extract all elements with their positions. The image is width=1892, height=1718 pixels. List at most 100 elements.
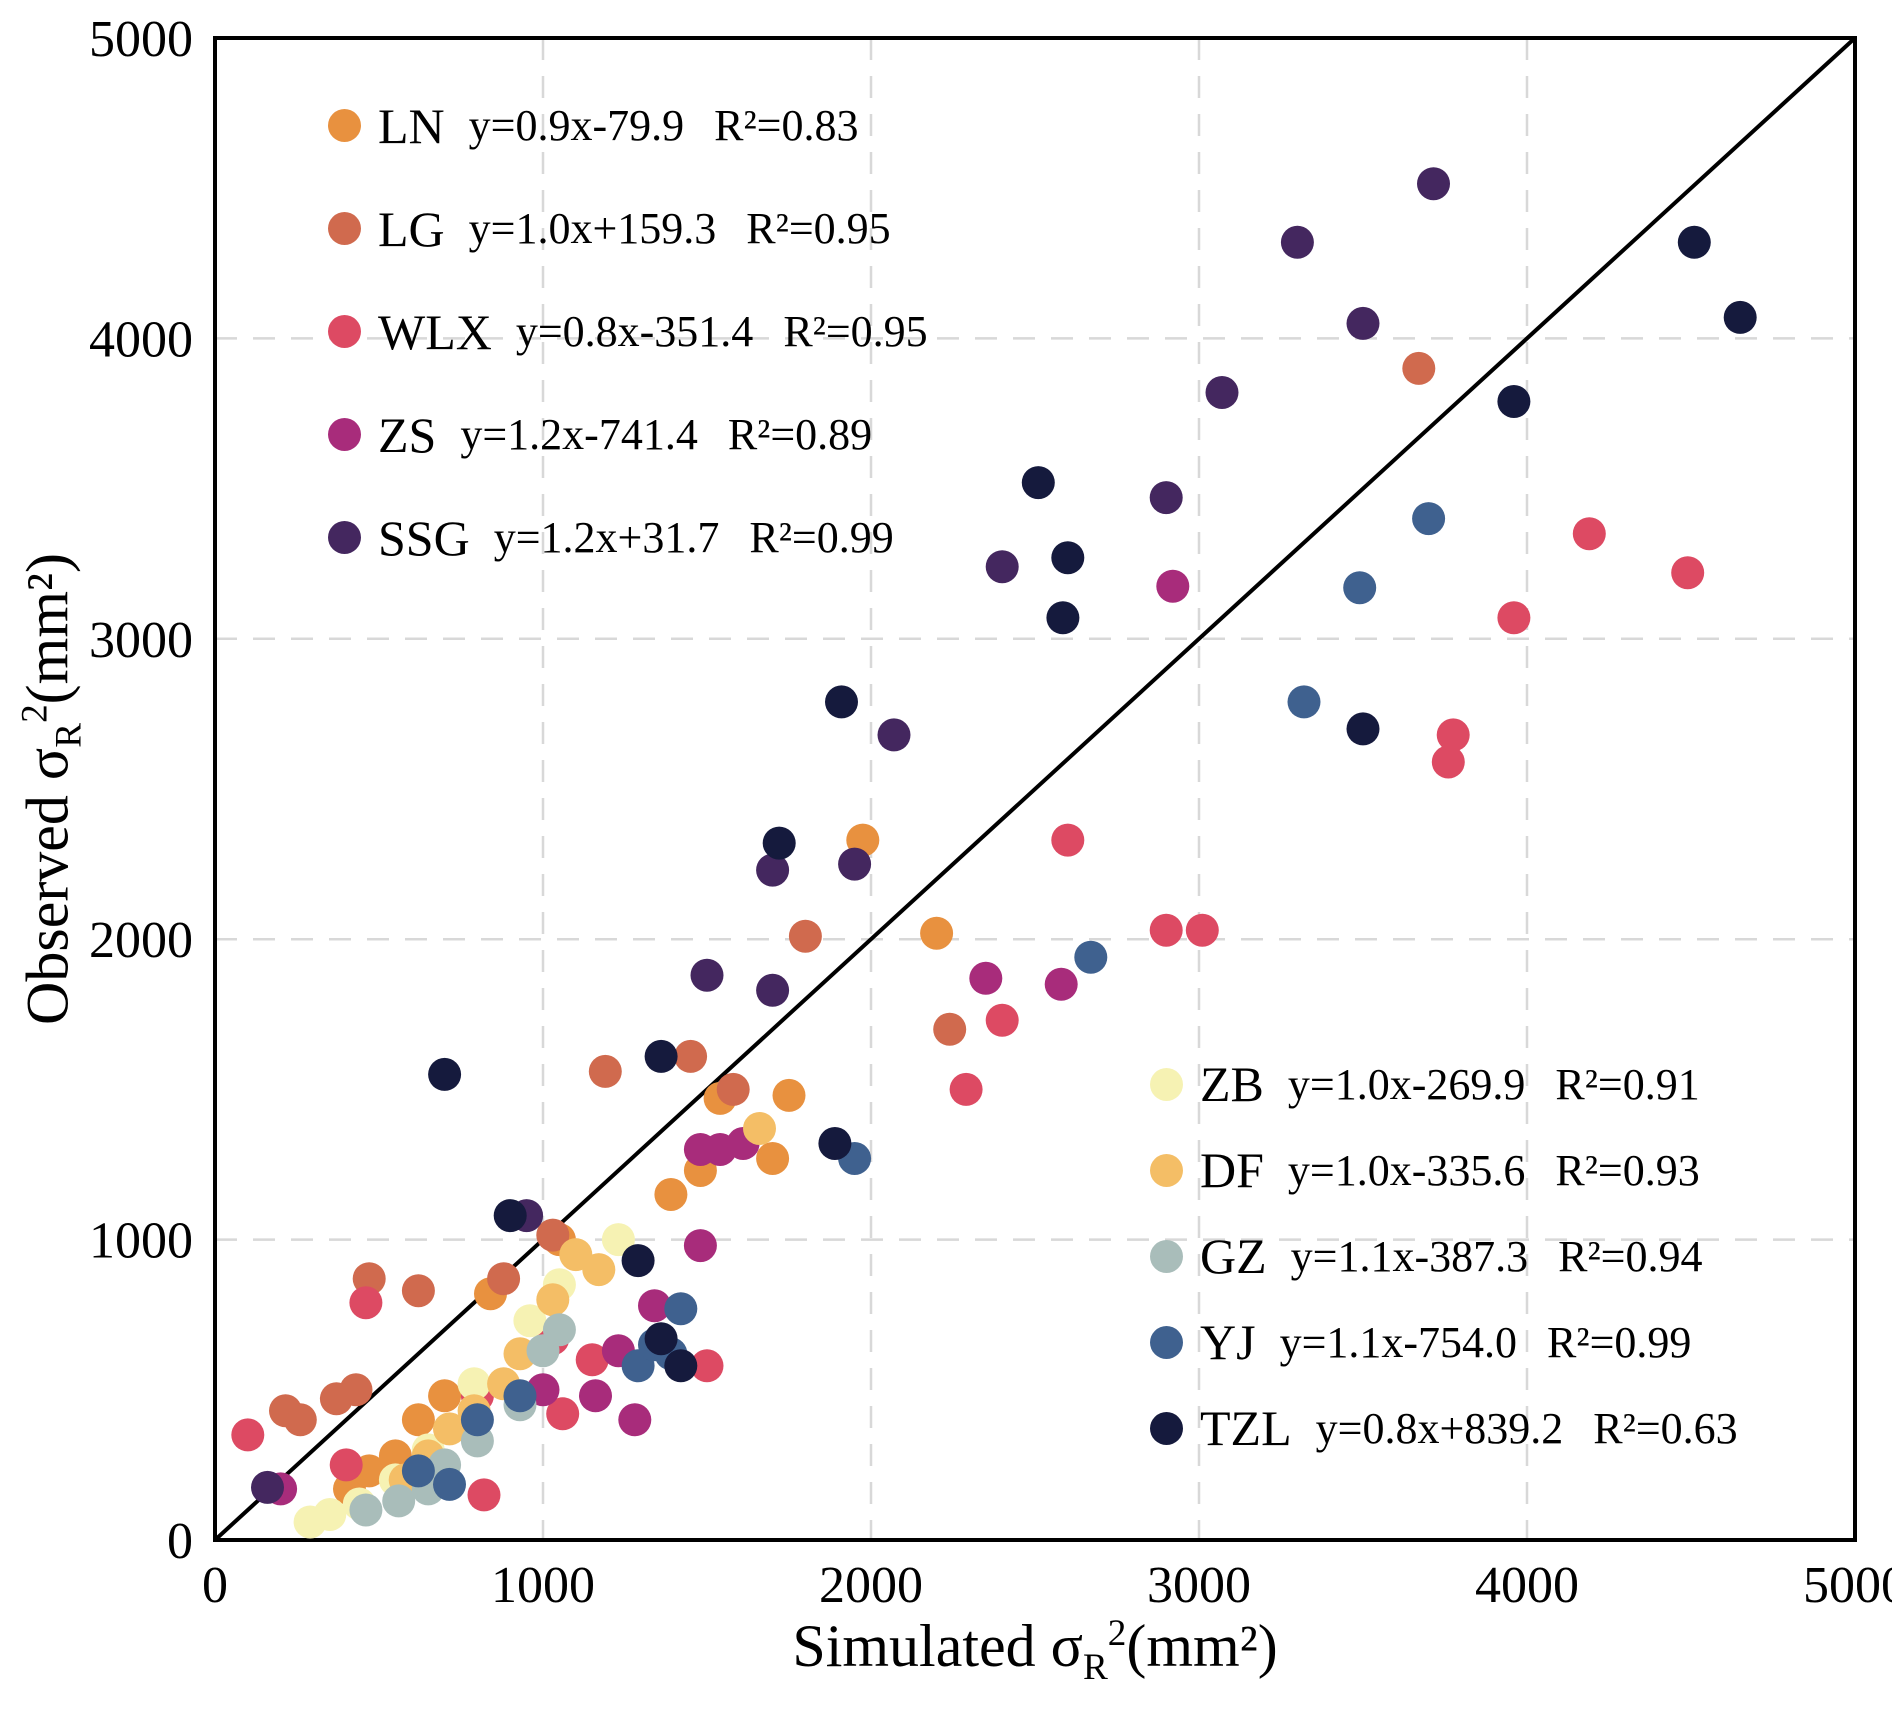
data-point-TZL <box>762 826 796 860</box>
data-point-SSG <box>1417 167 1450 201</box>
data-point-SSG <box>756 853 790 887</box>
legend-r-squared: R²=0.95 <box>783 307 928 356</box>
legend-series-name: ZS <box>378 406 437 463</box>
legend-item-YJ: YJ y=1.1x-754.0 R²=0.99 <box>1150 1299 1738 1385</box>
data-point-TZL <box>428 1057 462 1091</box>
data-point-LG <box>588 1054 622 1088</box>
legend-series-name: TZL <box>1200 1400 1292 1456</box>
data-point-LG <box>1402 351 1436 385</box>
legend-equation: y=1.2x+31.7 <box>493 513 720 562</box>
series-LN <box>333 823 954 1506</box>
data-point-SSG <box>1205 376 1239 409</box>
legend-item-ZB: ZB y=1.0x-269.9 R²=0.91 <box>1150 1041 1738 1127</box>
data-point-LG <box>674 1039 708 1073</box>
data-point-ZS <box>579 1379 612 1413</box>
x-tick-label: 4000 <box>1475 1557 1579 1614</box>
y-tick-label: 3000 <box>89 612 193 669</box>
data-point-WLX <box>1051 823 1085 857</box>
data-point-LG <box>352 1262 386 1296</box>
legend-item-WLX: WLX y=0.8x-351.4 R²=0.95 <box>328 280 928 383</box>
legend-r-squared: R²=0.94 <box>1558 1231 1703 1281</box>
legend-r-squared: R²=0.89 <box>727 410 873 459</box>
data-point-ZB <box>313 1498 347 1531</box>
data-point-DF <box>536 1283 570 1317</box>
x-tick-label: 3000 <box>1147 1557 1251 1614</box>
data-point-SSG <box>251 1470 284 1504</box>
series-GZ <box>349 1313 576 1527</box>
data-point-ZB <box>457 1367 491 1401</box>
data-point-WLX <box>985 1003 1019 1037</box>
legend-dot-DF <box>1150 1153 1183 1187</box>
data-point-TZL <box>1677 225 1711 259</box>
data-point-WLX <box>1185 913 1219 947</box>
data-point-TZL <box>1021 466 1055 500</box>
legend-r-squared: R²=0.99 <box>749 513 894 562</box>
data-point-LN <box>756 1142 790 1175</box>
legend-item-LN: LN y=0.9x-79.9 R²=0.83 <box>328 74 928 177</box>
series-LG <box>269 351 1436 1437</box>
data-point-SSG <box>1149 481 1183 515</box>
x-axis-label-units: (mm²) <box>1126 1613 1278 1679</box>
data-point-TZL <box>493 1199 527 1233</box>
data-point-TZL <box>818 1127 852 1160</box>
legend-dot-ZS <box>328 418 361 451</box>
data-point-TZL <box>1046 601 1080 635</box>
legend-dot-SSG <box>328 521 361 554</box>
data-point-LG <box>401 1274 435 1308</box>
data-point-WLX <box>546 1397 580 1431</box>
data-point-DF <box>743 1112 776 1145</box>
data-point-LN <box>772 1078 806 1112</box>
data-point-TZL <box>644 1322 678 1356</box>
data-point-LG <box>788 919 822 953</box>
data-point-SSG <box>756 973 790 1007</box>
data-point-ZS <box>618 1403 652 1437</box>
data-point-TZL <box>664 1349 698 1383</box>
legend-r-squared: R²=0.93 <box>1555 1145 1700 1195</box>
data-point-LG <box>716 1072 750 1106</box>
data-point-WLX <box>349 1286 383 1320</box>
data-point-WLX <box>329 1448 363 1482</box>
legend-equation: y=1.0x-335.6 <box>1287 1145 1526 1195</box>
plot-frame <box>213 36 1857 1542</box>
x-axis-label-subscript: R <box>1082 1647 1108 1688</box>
x-tick-label: 5000 <box>1803 1557 1892 1614</box>
data-point-ZS <box>1044 967 1078 1001</box>
data-point-LG <box>536 1218 570 1252</box>
data-point-LN <box>654 1178 688 1211</box>
data-point-YJ <box>503 1379 537 1413</box>
data-point-WLX <box>575 1343 609 1377</box>
legend-item-GZ: GZ y=1.1x-387.3 R²=0.94 <box>1150 1213 1738 1299</box>
data-point-WLX <box>467 1478 501 1512</box>
data-point-TZL <box>1723 300 1757 334</box>
x-tick-label: 1000 <box>491 1557 595 1614</box>
data-point-TZL <box>825 685 858 719</box>
legend-r-squared: R²=0.95 <box>746 204 891 253</box>
legend-dot-LG <box>328 212 361 245</box>
data-point-LG <box>339 1373 373 1407</box>
legend-equation: y=1.1x-754.0 <box>1279 1317 1518 1367</box>
y-tick-label: 0 <box>167 1513 193 1570</box>
data-point-ZB <box>601 1223 635 1257</box>
data-point-TZL <box>1051 541 1085 575</box>
legend-item-TZL: TZL y=0.8x+839.2 R²=0.63 <box>1150 1385 1738 1471</box>
legend-item-SSG: SSG y=1.2x+31.7 R²=0.99 <box>328 486 928 589</box>
legend-dot-GZ <box>1150 1239 1183 1273</box>
y-tick-label: 1000 <box>89 1213 193 1270</box>
legend-series-name: YJ <box>1200 1314 1256 1370</box>
data-point-WLX <box>1149 913 1183 947</box>
data-point-SSG <box>690 958 724 992</box>
data-point-WLX <box>231 1418 265 1452</box>
data-point-SSG <box>877 718 911 752</box>
legend-r-squared: R²=0.99 <box>1547 1317 1692 1367</box>
x-axis-label-superscript: 2 <box>1107 1613 1127 1654</box>
legend-dot-YJ <box>1150 1325 1183 1359</box>
series-SSG <box>251 167 1450 1504</box>
data-point-WLX <box>1497 601 1531 635</box>
data-point-TZL <box>621 1244 655 1278</box>
y-axis-label-superscript: 2 <box>14 704 56 723</box>
data-point-WLX <box>690 1349 724 1383</box>
y-axis-label-text: Observed σ <box>14 747 81 1025</box>
legend-series-name: LN <box>378 97 445 154</box>
legend-dot-TZL <box>1150 1411 1183 1445</box>
